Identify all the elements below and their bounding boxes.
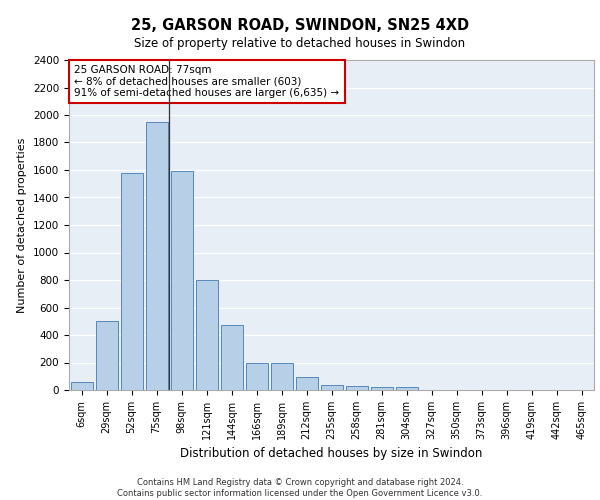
Bar: [245, 362, 268, 390]
Bar: [146, 122, 167, 390]
Bar: [320, 385, 343, 390]
Bar: [346, 386, 367, 390]
Text: Contains HM Land Registry data © Crown copyright and database right 2024.
Contai: Contains HM Land Registry data © Crown c…: [118, 478, 482, 498]
Text: 25, GARSON ROAD, SWINDON, SN25 4XD: 25, GARSON ROAD, SWINDON, SN25 4XD: [131, 18, 469, 32]
Y-axis label: Number of detached properties: Number of detached properties: [17, 138, 28, 312]
Bar: [296, 377, 317, 390]
Bar: [170, 172, 193, 390]
Text: Size of property relative to detached houses in Swindon: Size of property relative to detached ho…: [134, 38, 466, 51]
Bar: [221, 324, 242, 390]
Bar: [395, 387, 418, 390]
Bar: [271, 362, 293, 390]
Bar: [371, 386, 392, 390]
Text: 25 GARSON ROAD: 77sqm
← 8% of detached houses are smaller (603)
91% of semi-deta: 25 GARSON ROAD: 77sqm ← 8% of detached h…: [74, 65, 340, 98]
X-axis label: Distribution of detached houses by size in Swindon: Distribution of detached houses by size …: [181, 448, 482, 460]
Bar: [71, 382, 92, 390]
Bar: [121, 173, 143, 390]
Bar: [95, 322, 118, 390]
Bar: [196, 280, 218, 390]
